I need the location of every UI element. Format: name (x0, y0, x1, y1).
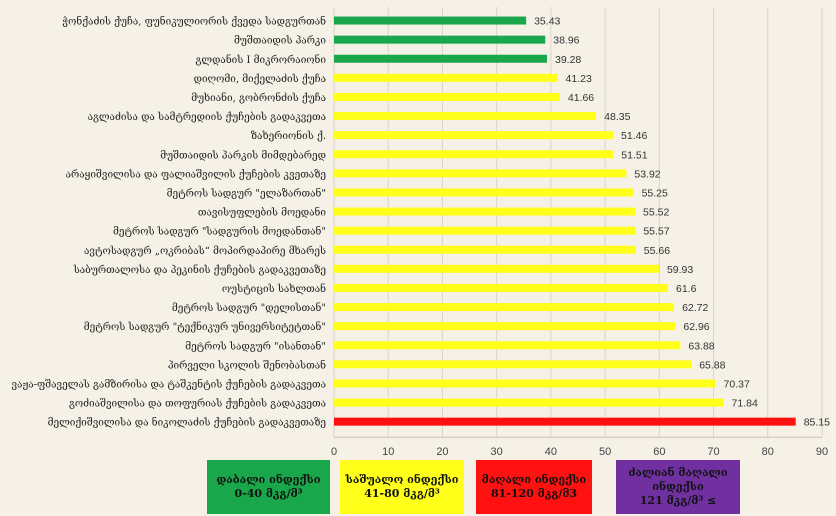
category-label: მუხიანი, გობრონძის ქუჩა (191, 92, 326, 104)
value-label: 59.93 (667, 264, 693, 276)
value-label: 62.72 (682, 302, 708, 314)
category-label: გლდანის I მიკრორაიონი (196, 54, 327, 66)
value-label: 63.88 (688, 340, 714, 352)
value-label: 53.92 (634, 168, 660, 180)
legend-high: მაღალი ინდექსი 81-120 მკგ/მ3 (476, 460, 592, 514)
legend-very-high: ძალიან მაღალი ინდექსი 121 მკგ/მ³ ≤ (616, 460, 740, 514)
bar (334, 92, 560, 101)
category-label: ავტოსადგურ „ოკრიბას“ მოპირდაპირე მხარეს (84, 246, 326, 257)
value-label: 55.57 (643, 226, 669, 238)
bar (334, 398, 724, 407)
bar (334, 226, 636, 235)
legend-low-title: დაბალი ინდექსი (216, 473, 321, 486)
legend-medium: საშუალო ინდექსი 41-80 მკგ/მ³ (340, 460, 464, 514)
category-label: გოძიაშვილისა და თოფურიას ქუჩების გადაკვე… (69, 399, 326, 410)
bar (334, 54, 547, 63)
value-label: 48.35 (604, 111, 630, 123)
bar (334, 341, 681, 350)
value-label: 65.88 (699, 359, 725, 371)
legend-medium-title: საშუალო ინდექსი (345, 473, 459, 486)
legend-low: დაბალი ინდექსი 0-40 მკგ/მ³ (207, 460, 330, 514)
value-label: 41.23 (566, 73, 592, 85)
category-label: აგლაძისა და სამტრედიის ქუჩების გადაკვეთა (88, 112, 326, 123)
value-label: 85.15 (804, 417, 830, 429)
category-label: პირველი სკოლის შენობასთან (168, 359, 326, 371)
bar-chart: 0 10 20 30 40 50 60 70 80 90 ჭონქაძის ქუჩა, ფუნიკუ… (11, 7, 830, 458)
bar (334, 150, 614, 159)
x-tick-label: 40 (545, 446, 557, 458)
value-label: 71.84 (732, 398, 758, 410)
bar (334, 188, 634, 197)
bar (334, 303, 675, 312)
category-label: მელიქიშვილისა და ნიკოლაძის ქუჩების გადაკ… (48, 417, 326, 429)
legend-high-title: მაღალი ინდექსი (481, 473, 587, 486)
bar (334, 131, 614, 140)
category-label: ჭონქაძის ქუჩა, ფუნიკულიორის ქვედა სადგურ… (62, 16, 326, 28)
value-label: 55.66 (644, 245, 670, 257)
x-tick-label: 70 (707, 446, 719, 458)
value-label: 51.51 (621, 149, 647, 161)
category-label: მეტროს სადგურ "ელაზართან" (167, 187, 326, 199)
value-label: 38.96 (553, 35, 579, 47)
bar (334, 417, 796, 426)
category-label: ოუსტიცის სახლთან (222, 283, 326, 295)
category-label: მეტროს სადგურ "ისანთან" (185, 340, 326, 352)
x-tick-label: 0 (331, 446, 337, 458)
value-label: 51.46 (621, 130, 647, 142)
bar (334, 207, 636, 216)
x-tick-label: 50 (599, 446, 611, 458)
legend-low-range: 0-40 მკგ/მ³ (234, 487, 303, 500)
category-label: თავისუფლების მოედანი (198, 207, 327, 219)
value-label: 39.28 (555, 54, 581, 66)
value-label: 55.25 (642, 187, 668, 199)
category-label: არაყიშვილისა და ფალიაშვილის ქუჩების კვეთ… (66, 169, 326, 180)
bar (334, 379, 716, 388)
bar (334, 360, 692, 369)
value-label: 55.52 (643, 207, 669, 219)
value-label: 70.37 (724, 378, 750, 390)
bar (334, 35, 546, 44)
legend-very-high-range: 121 მკგ/მ³ ≤ (639, 494, 717, 507)
x-tick-label: 20 (436, 446, 448, 458)
bar (334, 264, 659, 273)
bar (334, 322, 676, 331)
x-tick-label: 80 (762, 446, 774, 458)
value-label: 62.96 (683, 321, 709, 333)
category-label: მუშთაიდის პარკის მიმდებარედ (160, 150, 326, 161)
value-label: 41.66 (568, 92, 594, 104)
legend-very-high-title: ძალიან მაღალი ინდექსი (628, 466, 728, 493)
legend-high-range: 81-120 მკგ/მ3 (490, 487, 578, 500)
value-label: 61.6 (676, 283, 697, 295)
category-label: მეტროს სადგურ "სადგურის მოედანთან" (113, 226, 326, 238)
category-label: საბურთალოსა და პეკინის ქუჩების გადაკვეთა… (73, 264, 326, 276)
category-label: მეტროს სადგურ "დელისთან" (172, 302, 326, 314)
category-label: დიღომი, მიქელაძის ქუჩა (194, 74, 326, 85)
bar (334, 245, 636, 254)
category-label: მეტროს სადგურ "ტექნიკურ უნივერსიტეტთან" (84, 321, 326, 333)
bar (334, 112, 597, 121)
bar (334, 169, 627, 178)
category-label: მუშთაიდის პარკი (234, 36, 326, 47)
x-tick-label: 10 (382, 446, 394, 458)
x-tick-label: 90 (816, 446, 828, 458)
category-label: ვაჟა-ფშაველას გამზირისა და ტაშკენტის ქუჩ… (11, 378, 326, 390)
bar (334, 73, 558, 82)
x-tick-label: 60 (653, 446, 665, 458)
bar (334, 16, 527, 25)
value-label: 35.43 (534, 16, 560, 28)
bar (334, 283, 669, 292)
category-label: ზახერიონის ქ. (251, 130, 326, 142)
x-tick-label: 30 (491, 446, 503, 458)
legend-medium-range: 41-80 მკგ/მ³ (364, 487, 440, 500)
